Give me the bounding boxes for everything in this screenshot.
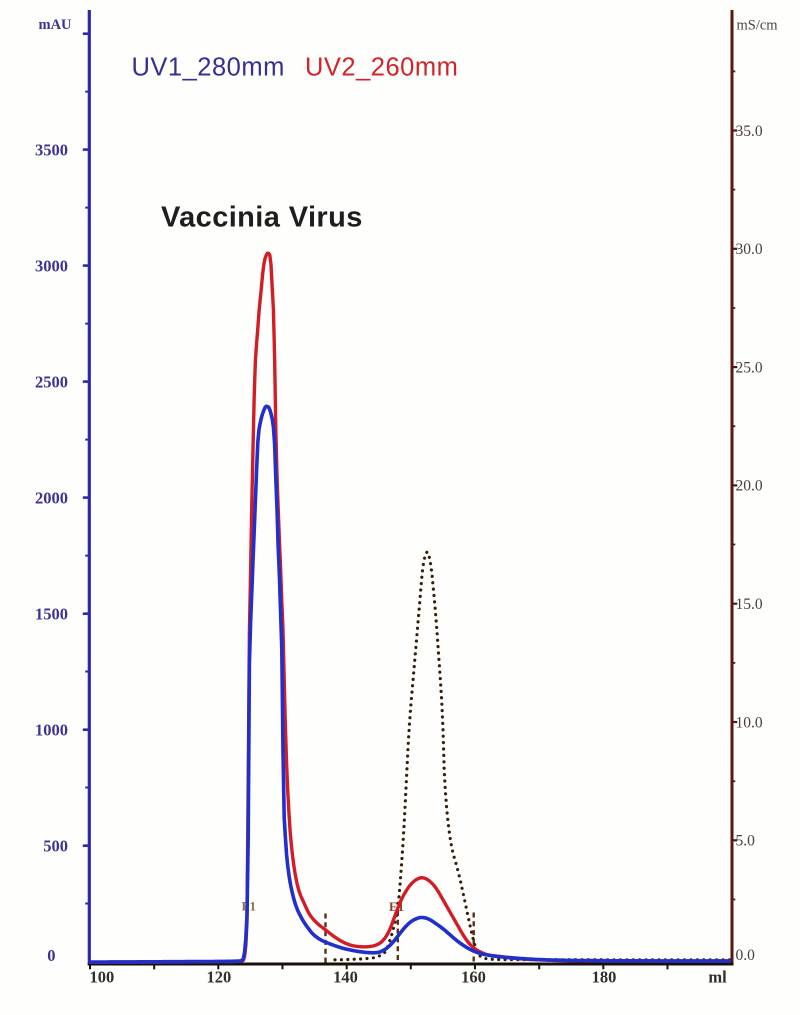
- svg-text:180: 180: [592, 968, 617, 987]
- svg-text:25.0: 25.0: [736, 359, 763, 376]
- svg-text:2000: 2000: [35, 488, 68, 507]
- svg-text:ml: ml: [708, 968, 727, 987]
- svg-text:mS/cm: mS/cm: [737, 18, 779, 34]
- svg-text:10.0: 10.0: [736, 714, 763, 731]
- svg-text:20.0: 20.0: [736, 478, 763, 495]
- svg-text:mAU: mAU: [39, 17, 73, 33]
- svg-text:5.0: 5.0: [736, 833, 756, 850]
- svg-text:15.0: 15.0: [736, 596, 763, 613]
- svg-text:UV2_260mm: UV2_260mm: [305, 54, 458, 82]
- svg-text:0: 0: [47, 946, 55, 965]
- svg-text:2500: 2500: [35, 372, 68, 391]
- svg-text:500: 500: [43, 836, 68, 855]
- svg-text:0.0: 0.0: [736, 947, 756, 964]
- svg-text:100: 100: [90, 968, 115, 987]
- svg-text:3000: 3000: [35, 256, 68, 275]
- svg-text:Vaccinia Virus: Vaccinia Virus: [161, 202, 363, 234]
- svg-text:3500: 3500: [35, 140, 68, 159]
- svg-text:120: 120: [207, 968, 232, 987]
- svg-text:1000: 1000: [35, 720, 68, 739]
- svg-text:UV1_280mm: UV1_280mm: [132, 54, 285, 82]
- svg-text:160: 160: [461, 968, 486, 987]
- svg-text:30.0: 30.0: [736, 241, 763, 258]
- svg-text:35.0: 35.0: [736, 123, 763, 140]
- svg-text:140: 140: [333, 968, 358, 987]
- svg-text:1500: 1500: [35, 604, 68, 623]
